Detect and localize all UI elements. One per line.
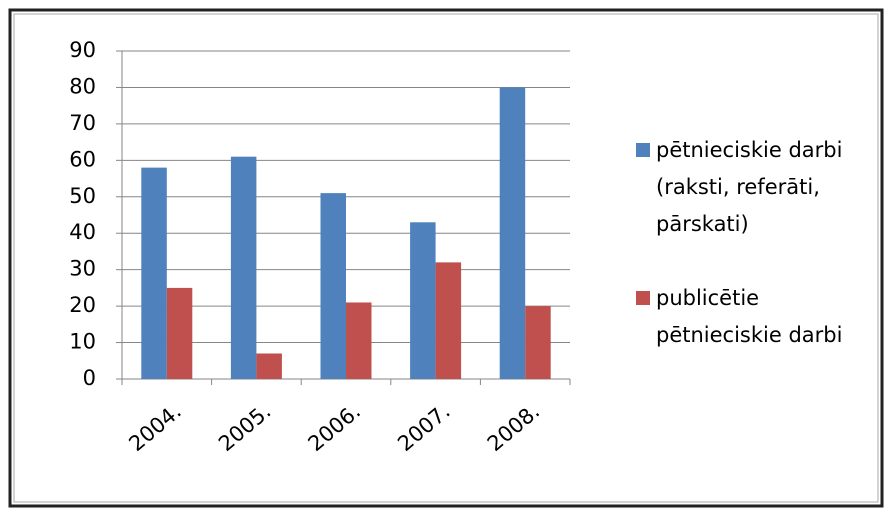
legend-item: pētnieciskie darbi (raksti, referāti, pā… [636, 132, 866, 243]
bar [256, 353, 282, 379]
bar [346, 302, 372, 379]
y-tick-label: 50 [69, 184, 96, 208]
inner-frame [13, 13, 879, 503]
y-tick-label: 30 [69, 257, 96, 281]
y-tick-label: 70 [69, 111, 96, 135]
y-tick-label: 20 [69, 293, 96, 317]
legend-item: publicētie pētnieciskie darbi [636, 280, 866, 354]
y-tick-label: 40 [69, 220, 96, 244]
y-tick-label: 0 [83, 366, 96, 390]
y-tick-label: 80 [69, 74, 96, 98]
bar [435, 262, 462, 379]
bar [410, 222, 436, 379]
legend-label: pētnieciskie darbi (raksti, referāti, pā… [656, 138, 843, 236]
bar [499, 87, 526, 379]
bar [525, 306, 551, 379]
legend-swatch [636, 291, 650, 305]
bar [320, 193, 346, 379]
y-tick-label: 90 [69, 38, 96, 62]
legend-swatch [636, 143, 650, 157]
y-tick-label: 10 [69, 330, 96, 354]
legend-label: publicētie pētnieciskie darbi [656, 286, 843, 347]
bar [166, 287, 193, 379]
y-tick-label: 60 [69, 147, 96, 171]
bar [141, 167, 167, 379]
bar [230, 156, 257, 379]
